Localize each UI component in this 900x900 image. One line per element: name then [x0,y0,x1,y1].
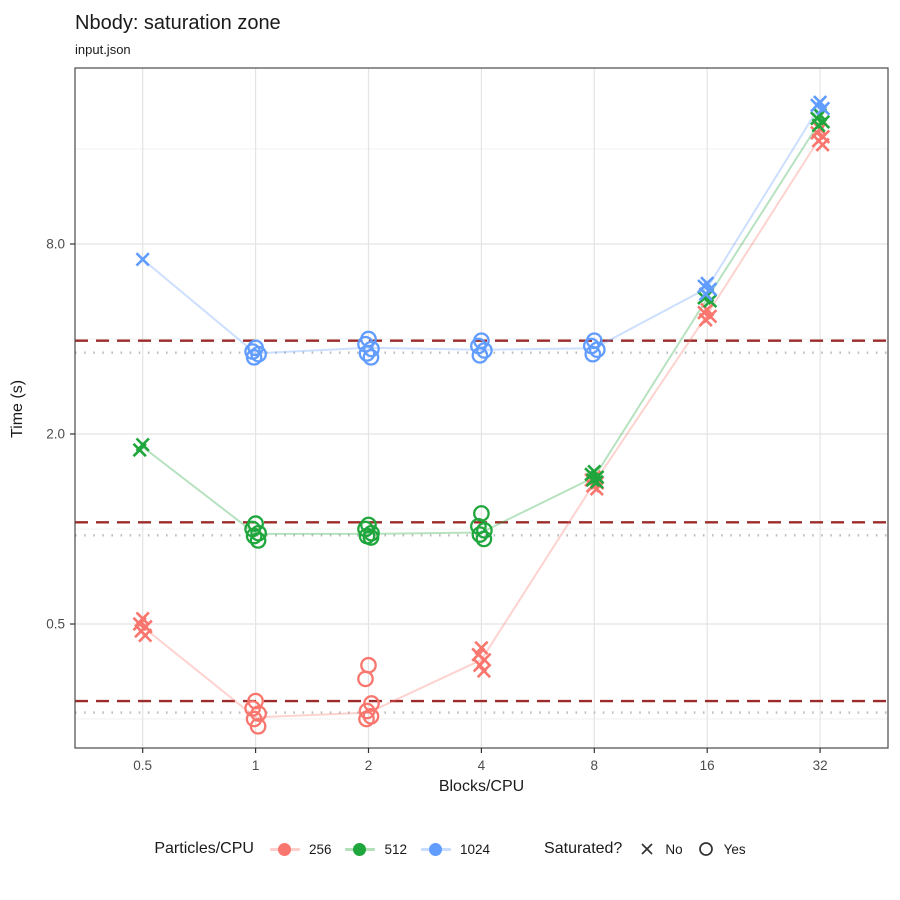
chart-subtitle: input.json [75,42,131,57]
series-512-key-icon [345,840,376,858]
legend-entry-1024: 1024 [421,840,490,858]
data-point-circle [250,705,267,722]
y-axis-title: Time (s) [9,379,26,439]
x-tick-label: 2 [365,758,373,773]
legend-entry-label: 512 [384,841,407,857]
x-tick-label: 8 [591,758,599,773]
data-point-x [138,628,153,643]
legend: Particles/CPU 256 512 1024 Saturated? No… [0,840,900,858]
x-tick-label: 4 [478,758,486,773]
data-point-circle [588,341,606,359]
x-shape-icon [641,843,653,855]
series-256-key-icon [269,840,300,858]
data-point-x [476,663,492,679]
x-tick-label: 32 [813,758,828,773]
data-point-circle [362,348,380,366]
data-point-circle [471,526,489,543]
legend-entry-label: Yes [723,841,746,857]
data-point-circle [245,527,263,545]
data-point-circle [249,532,267,549]
data-point-circle [584,345,602,363]
legend-entry-label: No [665,841,683,857]
data-point-x [589,474,604,490]
legend-entry-label: 256 [308,841,332,857]
x-tick-label: 1 [252,758,260,773]
data-point-x [811,118,826,133]
data-point-x [135,252,150,267]
data-point-x [703,293,718,309]
circle-shape-icon [698,842,713,856]
legend-shape-title: Saturated? [544,840,623,857]
y-tick-label: 0.5 [46,617,65,632]
data-point-circle [249,717,267,735]
data-point-circle [476,522,493,539]
legend-entry-256: 256 [269,840,332,858]
data-point-x [585,472,600,488]
data-point-x [132,442,147,458]
data-point-x [815,137,830,152]
data-point-circle [360,516,377,534]
data-point-circle [245,348,263,366]
data-point-x [698,286,713,302]
y-tick-label: 8.0 [46,236,65,251]
data-point-x [698,312,713,327]
y-tick-label: 2.0 [46,427,65,442]
legend-entry-512: 512 [345,840,407,858]
chart-title: Nbody: saturation zone [75,12,281,34]
data-point-circle [471,347,489,364]
x-tick-label: 0.5 [133,758,152,773]
series-1024-key-icon [421,840,451,858]
data-point-x [815,101,831,116]
data-point-circle [476,342,493,359]
data-point-circle [475,530,493,548]
data-point-circle [362,529,380,546]
legend-entry-yes: Yes [697,840,746,858]
data-point-circle [357,670,374,688]
x-axis-title: Blocks/CPU [438,778,525,795]
x-tick-label: 16 [700,758,715,773]
legend-color-title: Particles/CPU [154,840,254,857]
legend-entry-label: 1024 [460,841,491,857]
plot-panel: 0.5 1 2 4 8 16 32 0.5 2.0 8.0 [46,67,889,773]
data-point-circle [358,710,375,728]
data-point-circle [363,340,380,358]
legend-entry-no: No [638,840,683,858]
data-point-circle [358,345,376,362]
